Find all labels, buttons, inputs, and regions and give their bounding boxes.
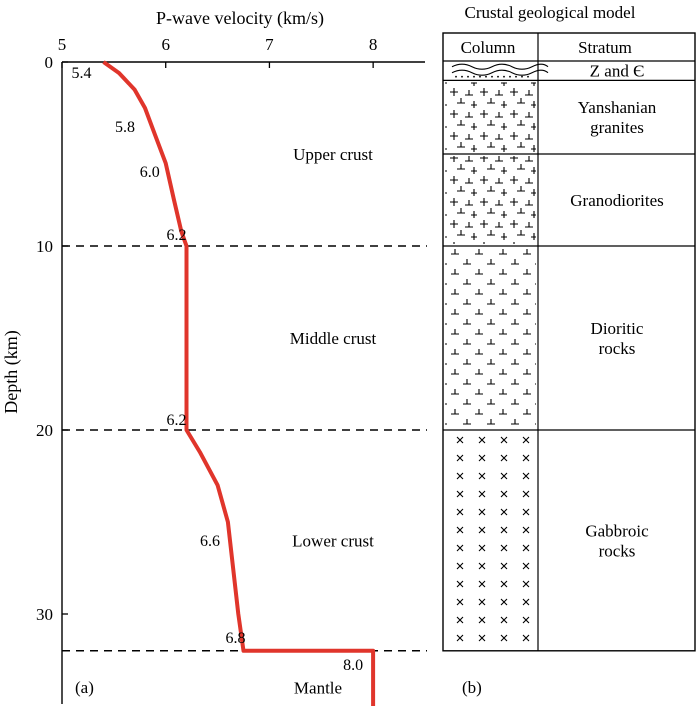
y-ticks: 0 10 20 30 — [36, 53, 68, 624]
stratum-label: Granodiorites — [570, 191, 663, 210]
geology-table-frame — [442, 32, 696, 652]
panel-a-label: (a) — [75, 678, 94, 697]
sediment-dot — [473, 75, 475, 78]
stratum-label: Gabbroic — [585, 521, 649, 540]
layer-label: Lower crust — [292, 531, 374, 550]
stratum-header: Stratum — [578, 38, 632, 57]
layer-label: Upper crust — [293, 145, 373, 164]
stratum-label: Yanshanian — [578, 98, 657, 117]
sediment-dot — [491, 75, 493, 78]
sediment-dot — [497, 75, 499, 78]
sediment-wave — [451, 69, 549, 76]
y-tick-label: 10 — [36, 237, 53, 256]
y-axis-title: Depth (km) — [1, 330, 22, 413]
geological-model: Crustal geological model Column Stratum … — [442, 3, 696, 697]
velocity-label: 5.8 — [115, 119, 135, 136]
column-header: Column — [461, 38, 516, 57]
y-tick-label: 0 — [45, 53, 54, 72]
velocity-label: 8.0 — [343, 657, 363, 674]
x-tick-label: 6 — [161, 35, 170, 54]
sediment-dot — [521, 75, 523, 78]
sediment-dot — [509, 75, 511, 78]
sediment-dot — [479, 75, 481, 78]
layer-boundaries — [62, 245, 427, 652]
stratum-label: rocks — [599, 541, 636, 560]
sediment-dot — [455, 75, 457, 78]
sediment-dot — [515, 75, 517, 78]
velocity-labels: 5.4 5.8 6.0 6.2 6.2 6.6 6.8 8.0 — [71, 65, 363, 674]
stratum-label: granites — [590, 118, 644, 137]
x-tick-label: 7 — [265, 35, 274, 54]
crust-layer-labels: Upper crust Middle crust Lower crust Mantle — [290, 145, 377, 698]
layer-label: Mantle — [294, 679, 342, 698]
x-ticks: 5 6 7 8 — [58, 35, 378, 68]
velocity-label: 6.0 — [140, 164, 160, 181]
layer-label: Middle crust — [290, 329, 377, 348]
velocity-depth-chart: P-wave velocity (km/s) Depth (km) 5 6 7 8 0… — [1, 8, 427, 706]
sediment-dot — [461, 75, 463, 78]
stratum-label: Dioritic — [591, 319, 644, 338]
velocity-label: 6.2 — [166, 412, 186, 429]
sediment-dot — [467, 75, 469, 78]
x-tick-label: 5 — [58, 35, 67, 54]
velocity-label: 5.4 — [71, 65, 91, 82]
y-tick-label: 20 — [36, 421, 53, 440]
x-axis-title: P-wave velocity (km/s) — [156, 8, 324, 29]
velocity-label: 6.8 — [226, 630, 246, 647]
stratum-label: Z and Є — [590, 62, 645, 81]
sediment-wave — [451, 63, 549, 70]
velocity-profile-line — [102, 60, 376, 706]
x-tick-label: 8 — [369, 35, 378, 54]
sediment-dot — [485, 75, 487, 78]
stratum-pattern-gabbro — [445, 432, 536, 649]
stratum-pattern-diorite — [445, 248, 536, 428]
sediment-dot — [527, 75, 529, 78]
stratum-label: rocks — [599, 339, 636, 358]
panel-b-label: (b) — [462, 678, 482, 697]
sediment-dot — [503, 75, 505, 78]
velocity-label: 6.2 — [166, 227, 186, 244]
y-tick-label: 30 — [36, 605, 53, 624]
geology-title: Crustal geological model — [465, 3, 636, 22]
velocity-label: 6.6 — [200, 533, 220, 550]
stratum-pattern-granite — [445, 82, 536, 152]
stratum-pattern-granite — [445, 156, 536, 244]
